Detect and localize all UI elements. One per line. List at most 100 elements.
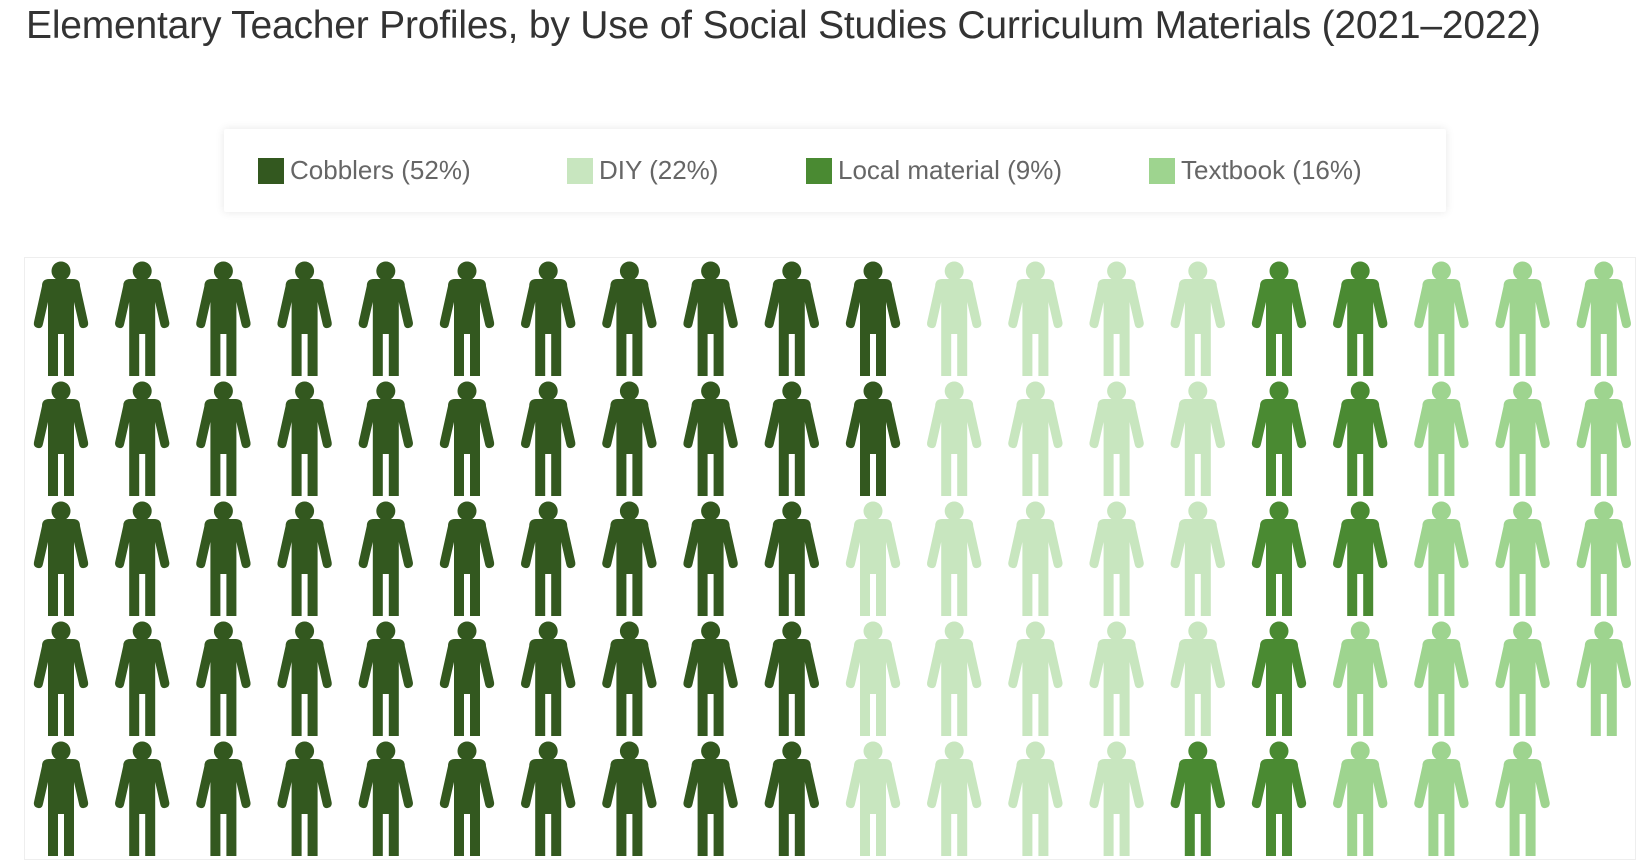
person-icon[interactable]: Cobblers (52%) [602, 261, 657, 377]
person-icon[interactable]: Cobblers (52%) [764, 741, 819, 857]
person-icon[interactable]: Cobblers (52%) [115, 501, 170, 617]
person-icon[interactable]: Cobblers (52%) [683, 621, 738, 737]
person-icon[interactable]: Cobblers (52%) [683, 381, 738, 497]
person-icon[interactable]: Textbook (16%) [1414, 741, 1469, 857]
person-icon[interactable]: DIY (22%) [1089, 501, 1144, 617]
person-icon[interactable]: DIY (22%) [927, 621, 982, 737]
person-icon[interactable]: DIY (22%) [1170, 621, 1225, 737]
person-icon[interactable]: Cobblers (52%) [439, 501, 495, 617]
person-icon[interactable]: Local material (9%) [1251, 381, 1307, 497]
person-icon[interactable]: Cobblers (52%) [845, 261, 901, 377]
person-icon[interactable]: Cobblers (52%) [196, 381, 251, 497]
person-icon[interactable]: Cobblers (52%) [115, 741, 170, 857]
person-icon[interactable]: Cobblers (52%) [277, 261, 332, 377]
person-icon[interactable]: Cobblers (52%) [33, 501, 89, 617]
person-icon[interactable]: Textbook (16%) [1333, 741, 1388, 857]
person-icon[interactable]: Cobblers (52%) [196, 741, 251, 857]
person-icon[interactable]: Cobblers (52%) [196, 621, 251, 737]
person-icon[interactable]: Cobblers (52%) [196, 261, 251, 377]
person-icon[interactable]: Textbook (16%) [1495, 501, 1550, 617]
person-icon[interactable]: Cobblers (52%) [358, 621, 413, 737]
person-icon[interactable]: Cobblers (52%) [602, 501, 657, 617]
person-icon[interactable]: Cobblers (52%) [845, 381, 901, 497]
person-icon[interactable]: Textbook (16%) [1576, 621, 1631, 737]
person-icon[interactable]: Cobblers (52%) [196, 501, 251, 617]
person-icon[interactable]: Cobblers (52%) [115, 381, 170, 497]
person-icon[interactable]: Cobblers (52%) [764, 261, 819, 377]
person-icon[interactable]: DIY (22%) [845, 741, 901, 857]
person-icon[interactable]: Cobblers (52%) [521, 621, 576, 737]
person-icon[interactable]: Local material (9%) [1251, 621, 1307, 737]
legend-item-textbook[interactable]: Textbook (16%) [1149, 129, 1362, 212]
person-icon[interactable]: Local material (9%) [1251, 261, 1307, 377]
person-icon[interactable]: DIY (22%) [1170, 501, 1225, 617]
person-icon[interactable]: Cobblers (52%) [764, 381, 819, 497]
person-icon[interactable]: Textbook (16%) [1495, 261, 1550, 377]
person-icon[interactable]: Cobblers (52%) [439, 261, 495, 377]
person-icon[interactable]: Cobblers (52%) [358, 501, 413, 617]
person-icon[interactable]: Cobblers (52%) [439, 621, 495, 737]
person-icon[interactable]: Cobblers (52%) [439, 381, 495, 497]
person-icon[interactable]: DIY (22%) [1089, 741, 1144, 857]
person-icon[interactable]: Textbook (16%) [1576, 261, 1631, 377]
person-icon[interactable]: Cobblers (52%) [115, 261, 170, 377]
legend-item-local-material[interactable]: Local material (9%) [806, 129, 1062, 212]
person-icon[interactable]: Cobblers (52%) [683, 741, 738, 857]
person-icon[interactable]: Cobblers (52%) [602, 741, 657, 857]
person-icon[interactable]: DIY (22%) [927, 741, 982, 857]
person-icon[interactable]: Cobblers (52%) [602, 621, 657, 737]
person-icon[interactable]: Cobblers (52%) [277, 621, 332, 737]
person-icon[interactable]: Local material (9%) [1333, 381, 1388, 497]
person-icon[interactable]: Textbook (16%) [1333, 621, 1388, 737]
person-icon[interactable]: Cobblers (52%) [33, 741, 89, 857]
person-icon[interactable]: Cobblers (52%) [358, 741, 413, 857]
person-icon[interactable]: Cobblers (52%) [521, 741, 576, 857]
person-icon[interactable]: Cobblers (52%) [33, 261, 89, 377]
person-icon[interactable]: Textbook (16%) [1495, 741, 1550, 857]
person-icon[interactable]: Textbook (16%) [1576, 381, 1631, 497]
person-icon[interactable]: Cobblers (52%) [358, 261, 413, 377]
person-icon[interactable]: DIY (22%) [1170, 261, 1225, 377]
person-icon[interactable]: Cobblers (52%) [521, 381, 576, 497]
person-icon[interactable]: DIY (22%) [1089, 381, 1144, 497]
person-icon[interactable]: Cobblers (52%) [439, 741, 495, 857]
person-icon[interactable]: Textbook (16%) [1414, 381, 1469, 497]
person-icon[interactable]: DIY (22%) [927, 261, 982, 377]
person-icon[interactable]: DIY (22%) [1089, 621, 1144, 737]
person-icon[interactable]: Cobblers (52%) [277, 741, 332, 857]
person-icon[interactable]: Textbook (16%) [1414, 621, 1469, 737]
person-icon[interactable]: Textbook (16%) [1414, 261, 1469, 377]
person-icon[interactable]: DIY (22%) [1008, 261, 1063, 377]
person-icon[interactable]: Textbook (16%) [1414, 501, 1469, 617]
person-icon[interactable]: Textbook (16%) [1495, 381, 1550, 497]
person-icon[interactable]: Textbook (16%) [1495, 621, 1550, 737]
person-icon[interactable]: Cobblers (52%) [683, 261, 738, 377]
person-icon[interactable]: DIY (22%) [927, 381, 982, 497]
person-icon[interactable]: Cobblers (52%) [764, 501, 819, 617]
legend-item-diy[interactable]: DIY (22%) [567, 129, 718, 212]
person-icon[interactable]: Local material (9%) [1251, 501, 1307, 617]
person-icon[interactable]: Cobblers (52%) [602, 381, 657, 497]
person-icon[interactable]: Cobblers (52%) [521, 501, 576, 617]
person-icon[interactable]: Textbook (16%) [1576, 501, 1631, 617]
legend-item-cobblers[interactable]: Cobblers (52%) [258, 129, 471, 212]
person-icon[interactable]: Cobblers (52%) [521, 261, 576, 377]
person-icon[interactable]: Local material (9%) [1333, 261, 1388, 377]
person-icon[interactable]: DIY (22%) [1008, 621, 1063, 737]
person-icon[interactable]: DIY (22%) [1008, 381, 1063, 497]
person-icon[interactable]: Cobblers (52%) [277, 381, 332, 497]
person-icon[interactable]: Local material (9%) [1170, 741, 1225, 857]
person-icon[interactable]: DIY (22%) [927, 501, 982, 617]
person-icon[interactable]: DIY (22%) [1008, 501, 1063, 617]
person-icon[interactable]: Local material (9%) [1251, 741, 1307, 857]
person-icon[interactable]: DIY (22%) [845, 621, 901, 737]
person-icon[interactable]: Cobblers (52%) [277, 501, 332, 617]
person-icon[interactable]: DIY (22%) [1008, 741, 1063, 857]
person-icon[interactable]: Cobblers (52%) [764, 621, 819, 737]
person-icon[interactable]: Cobblers (52%) [683, 501, 738, 617]
person-icon[interactable]: DIY (22%) [1170, 381, 1225, 497]
person-icon[interactable]: DIY (22%) [1089, 261, 1144, 377]
person-icon[interactable]: Cobblers (52%) [33, 381, 89, 497]
person-icon[interactable]: Cobblers (52%) [358, 381, 413, 497]
person-icon[interactable]: DIY (22%) [845, 501, 901, 617]
